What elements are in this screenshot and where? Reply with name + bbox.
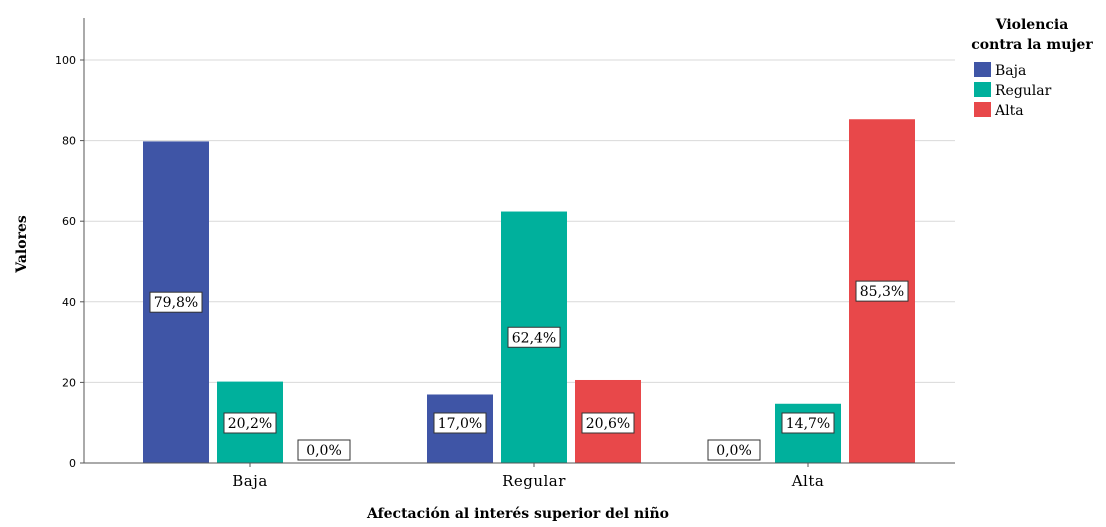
data-label-box (297, 439, 351, 461)
data-label: 0,0% (306, 443, 342, 459)
data-label-box (149, 291, 203, 313)
data-label: 0,0% (716, 443, 752, 459)
data-label: 20,6% (586, 416, 630, 432)
y-tick-label: 40 (62, 296, 76, 309)
x-tick-label: Baja (232, 472, 268, 490)
data-label: 17,0% (438, 416, 482, 432)
data-label: 20,2% (228, 416, 272, 432)
legend-label: Alta (994, 103, 1024, 119)
data-label-box (223, 412, 277, 434)
legend-label: Baja (995, 63, 1026, 79)
data-label-box (707, 439, 761, 461)
data-label-box (581, 412, 635, 434)
x-tick-label: Regular (502, 472, 566, 490)
axes: 0 20 40 60 80 100 Baja Regular Alta (55, 18, 955, 490)
data-label: 62,4% (512, 330, 556, 346)
data-label: 79,8% (154, 295, 198, 311)
legend: Violencia contra la mujer Baja Regular Alt… (971, 17, 1093, 119)
legend-label: Regular (995, 83, 1052, 99)
data-label-box (781, 412, 835, 434)
y-tick-label: 100 (55, 54, 76, 67)
data-label-box (507, 326, 561, 348)
data-label: 85,3% (860, 284, 904, 300)
legend-title-line-2: contra la mujer (971, 37, 1093, 53)
data-label-box (433, 412, 487, 434)
y-tick-label: 0 (69, 457, 76, 470)
legend-swatch (974, 62, 991, 77)
legend-swatch (974, 82, 991, 97)
legend-title-line-1: Violencia (995, 17, 1069, 33)
y-axis-title: Valores (14, 215, 30, 274)
data-label: 14,7% (786, 416, 830, 432)
bars (143, 119, 915, 463)
data-label-box (855, 280, 909, 302)
x-tick-label: Alta (791, 472, 825, 490)
data-labels: 79,8% 17,0% 0,0% 20,2% 62,4% 14,7% 0,0% 20,6% 85… (149, 280, 909, 461)
y-tick-label: 60 (62, 215, 76, 228)
legend-swatch (974, 102, 991, 117)
x-axis-title: Afectación al interés superior del niño (366, 505, 669, 522)
y-tick-label: 80 (62, 135, 76, 148)
y-tick-label: 20 (62, 376, 76, 389)
